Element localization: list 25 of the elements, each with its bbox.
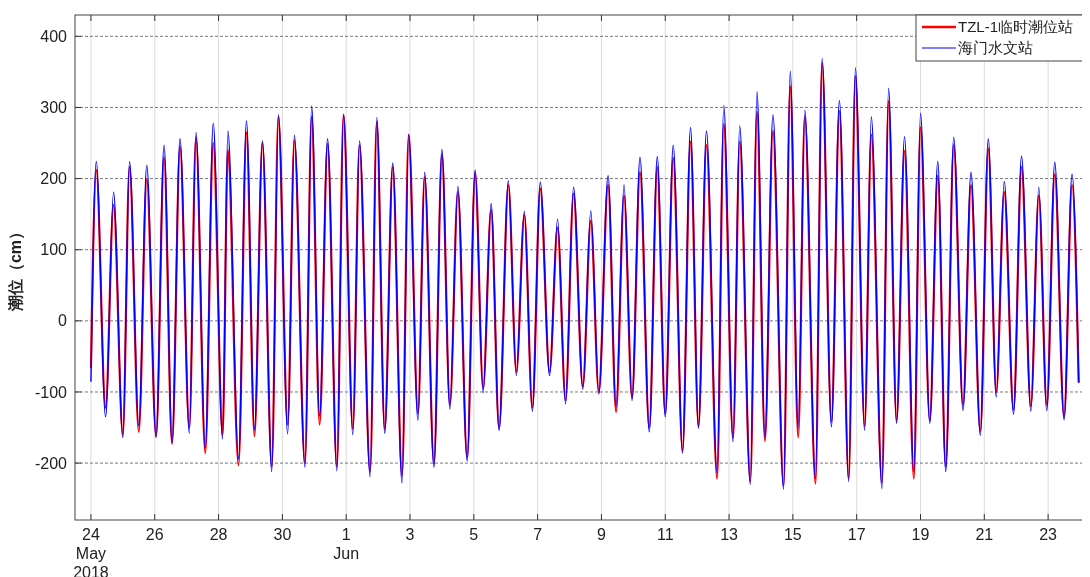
x-tick-label: 17 bbox=[847, 526, 866, 543]
y-tick-label: 100 bbox=[40, 241, 68, 259]
x-tick-label: 28 bbox=[209, 526, 228, 543]
y-tick-label: 200 bbox=[40, 170, 68, 188]
y-axis-title: 潮位（cm） bbox=[7, 223, 25, 313]
x-tick-label: 13 bbox=[720, 526, 739, 543]
x-tick-label: 1 Jun bbox=[333, 526, 360, 562]
x-tick-label: 15 bbox=[783, 526, 802, 543]
y-tick-label: 300 bbox=[40, 99, 68, 117]
x-tick-label: 26 bbox=[145, 526, 164, 543]
y-tick-label: -200 bbox=[34, 454, 68, 472]
x-tick-label: 9 bbox=[596, 526, 606, 543]
x-tick-label: 3 bbox=[405, 526, 415, 543]
x-tick-label: 11 bbox=[656, 526, 674, 543]
x-tick-label: 30 bbox=[273, 526, 292, 543]
legend-label: TZL-1临时潮位站 bbox=[958, 18, 1074, 36]
x-tick-label: 5 bbox=[469, 526, 479, 543]
legend-label: 海门水文站 bbox=[958, 39, 1033, 57]
x-tick-label: 23 bbox=[1039, 526, 1058, 543]
x-tick-label: 7 bbox=[533, 526, 543, 543]
x-tick-label: 21 bbox=[975, 526, 994, 543]
y-tick-label: 400 bbox=[40, 27, 68, 45]
x-tick-label: 19 bbox=[911, 526, 930, 543]
y-tick-label: 0 bbox=[58, 312, 68, 330]
y-tick-label: -100 bbox=[34, 383, 68, 401]
